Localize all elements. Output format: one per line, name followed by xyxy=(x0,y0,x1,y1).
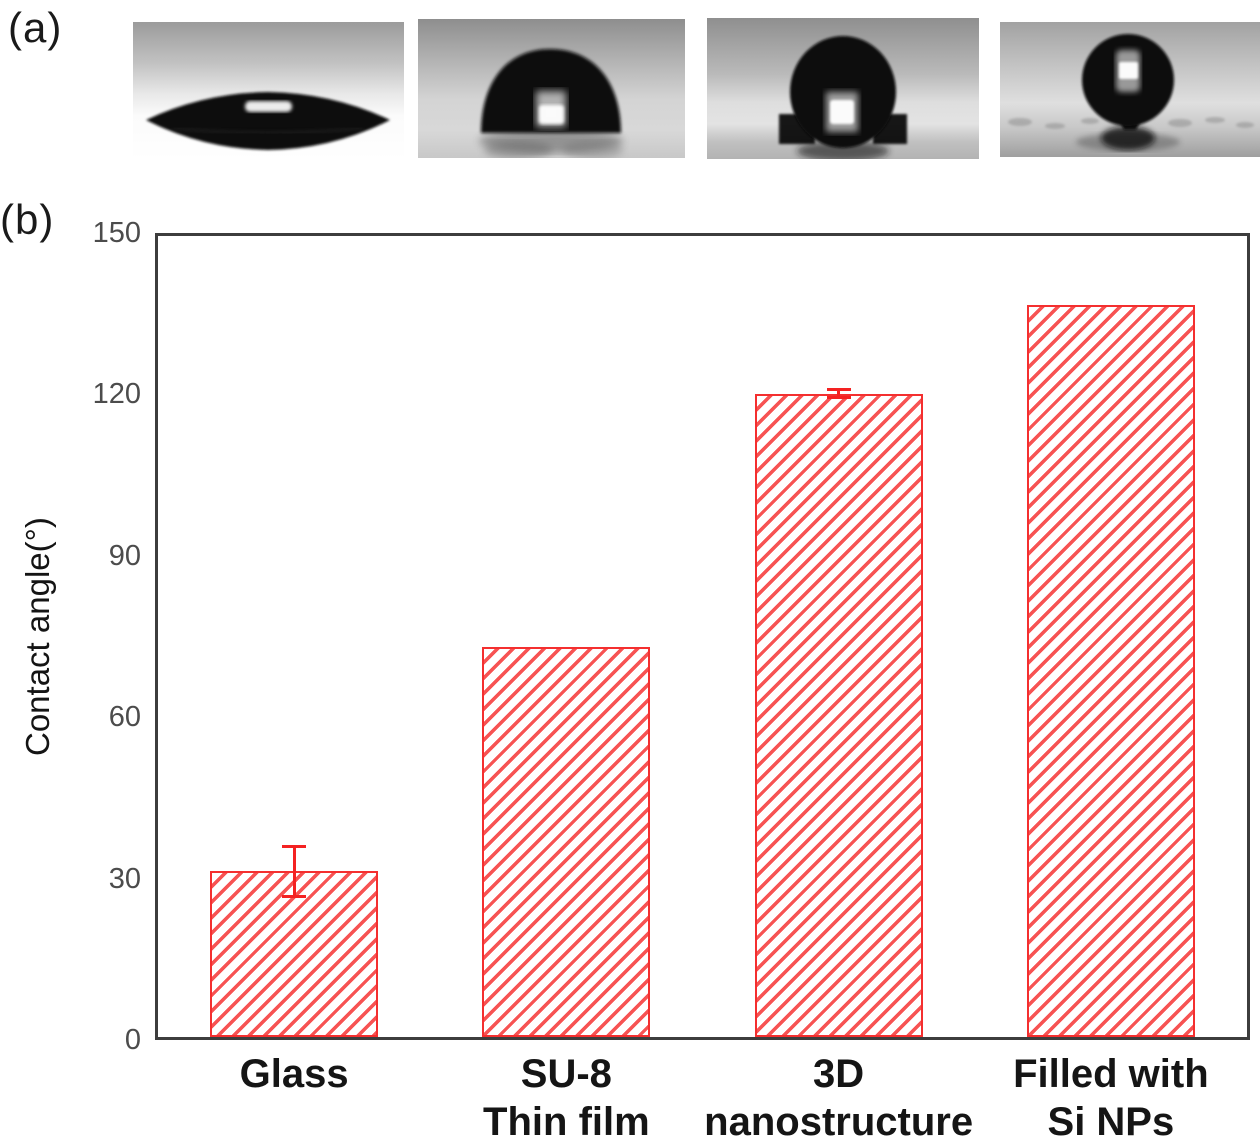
y-tick-label: 120 xyxy=(92,378,141,411)
y-tick-label: 0 xyxy=(124,1024,141,1056)
y-tick-label: 90 xyxy=(108,539,141,572)
contact-angle-photo-3d-nanostructure xyxy=(707,18,979,159)
contact-angle-photo-glass xyxy=(133,22,404,160)
x-category-label-0: Glass xyxy=(239,1052,349,1096)
panel-a-label: (a) xyxy=(8,4,63,51)
error-bar-cap xyxy=(282,895,307,899)
bar-0 xyxy=(210,871,379,1037)
bar-3 xyxy=(1026,305,1195,1037)
y-tick-label: 150 xyxy=(92,217,141,249)
bar-2 xyxy=(754,393,923,1037)
panel-b-label: (b) xyxy=(0,196,55,243)
contact-angle-photo-su8-thin-film xyxy=(418,19,685,158)
error-bar-cap xyxy=(282,844,307,848)
bar-1 xyxy=(482,647,651,1037)
plot-area xyxy=(155,233,1250,1040)
x-category-label-3: Filled with Si NPs xyxy=(1013,1052,1209,1144)
contact-angle-photo-filled-si-nps xyxy=(1000,22,1260,157)
error-bar-0 xyxy=(292,844,296,899)
y-axis-title: Contact angle(°) xyxy=(19,517,56,756)
error-bar-cap xyxy=(826,395,851,399)
y-tick-label: 60 xyxy=(108,701,141,734)
error-bar-2 xyxy=(837,388,841,399)
error-bar-cap xyxy=(826,388,851,392)
y-tick-label: 30 xyxy=(108,862,141,895)
